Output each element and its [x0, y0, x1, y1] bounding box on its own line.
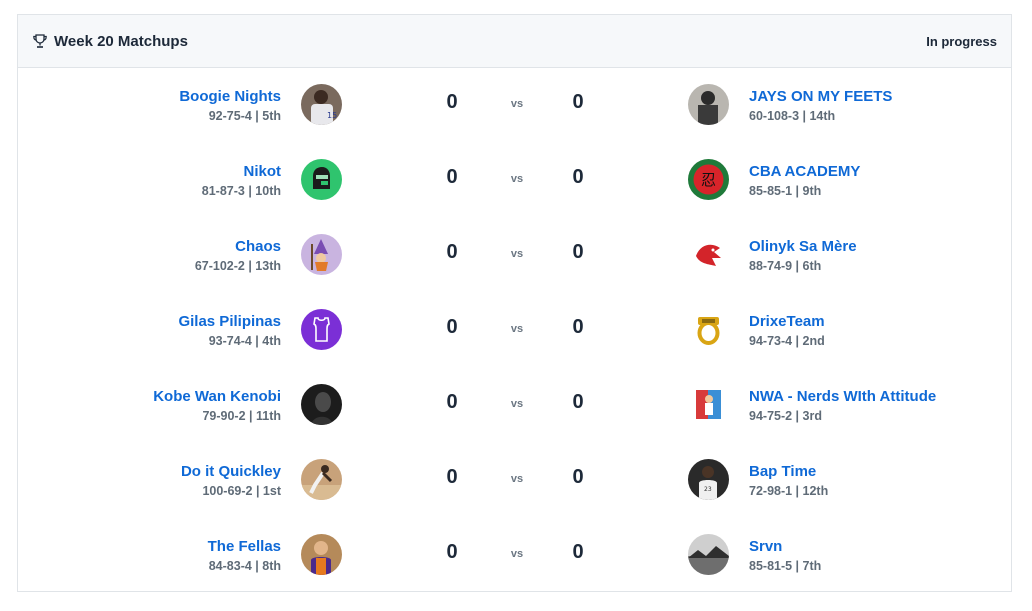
- status-text: In progress: [926, 33, 997, 49]
- home-score: 0: [446, 166, 458, 188]
- vs-label: vs: [510, 473, 524, 485]
- home-team-record: 81-87-3 | 10th: [201, 184, 281, 198]
- landscape-avatar[interactable]: [688, 534, 729, 575]
- home-team-link[interactable]: Nikot: [243, 163, 282, 180]
- away-team-record: 72-98-1 | 12th: [749, 484, 829, 498]
- red-kanji-avatar[interactable]: 忍: [688, 159, 729, 200]
- away-score: 0: [572, 241, 584, 263]
- away-team-link[interactable]: Bap Time: [749, 463, 817, 480]
- home-team-record: 93-74-4 | 4th: [208, 334, 281, 348]
- away-score: 0: [572, 91, 584, 113]
- home-team-record: 67-102-2 | 13th: [194, 259, 281, 273]
- panel-header: Week 20 Matchups In progress: [18, 15, 1011, 68]
- home-team-link[interactable]: The Fellas: [207, 538, 281, 555]
- gold-ring-avatar[interactable]: [688, 309, 729, 350]
- matchup-row[interactable]: Boogie Nights 92-75-4 | 5th 15 0 vs 0 JA…: [18, 68, 1011, 143]
- dunk-photo-avatar[interactable]: [301, 459, 342, 500]
- home-team: Nikot 81-87-3 | 10th: [202, 163, 281, 199]
- home-team-record: 92-75-4 | 5th: [208, 109, 281, 123]
- away-score: 0: [572, 166, 584, 188]
- home-score: 0: [446, 541, 458, 563]
- away-team-record: 88-74-9 | 6th: [749, 259, 822, 273]
- vs-label: vs: [510, 173, 524, 185]
- away-team-link[interactable]: JAYS ON MY FEETS: [749, 88, 893, 105]
- svg-text:15: 15: [327, 111, 337, 120]
- vs-label: vs: [510, 398, 524, 410]
- home-team-record: 79-90-2 | 11th: [202, 409, 281, 423]
- home-team: Chaos 67-102-2 | 13th: [195, 238, 281, 274]
- jersey-avatar[interactable]: [301, 309, 342, 350]
- away-team-record: 85-85-1 | 9th: [749, 184, 822, 198]
- away-team: Srvn 85-81-5 | 7th: [749, 538, 821, 574]
- away-team: JAYS ON MY FEETS 60-108-3 | 14th: [749, 88, 892, 124]
- vs-label: vs: [510, 248, 524, 260]
- player-photo-avatar[interactable]: 23: [688, 459, 729, 500]
- player-jersey-avatar[interactable]: 15: [301, 84, 342, 125]
- home-score: 0: [446, 391, 458, 413]
- away-team-link[interactable]: NWA - Nerds WIth Attitude: [749, 388, 937, 405]
- photo-avatar[interactable]: [688, 84, 729, 125]
- home-score: 0: [446, 241, 458, 263]
- knight-helmet-avatar[interactable]: [301, 159, 342, 200]
- home-team-record: 100-69-2 | 1st: [202, 484, 281, 498]
- home-team: Kobe Wan Kenobi 79-90-2 | 11th: [153, 388, 281, 424]
- svg-text:23: 23: [704, 486, 712, 493]
- vs-label: vs: [510, 548, 524, 560]
- away-team-record: 94-75-2 | 3rd: [749, 409, 822, 423]
- away-score: 0: [572, 391, 584, 413]
- home-score: 0: [446, 466, 458, 488]
- vs-label: vs: [510, 98, 524, 110]
- away-team: DrixeTeam 94-73-4 | 2nd: [749, 313, 825, 349]
- home-team-link[interactable]: Chaos: [235, 238, 281, 255]
- away-team-link[interactable]: DrixeTeam: [749, 313, 825, 330]
- away-team-record: 94-73-4 | 2nd: [749, 334, 825, 348]
- away-team: Olinyk Sa Mère 88-74-9 | 6th: [749, 238, 857, 274]
- away-team-link[interactable]: Srvn: [749, 538, 783, 555]
- dark-photo-avatar[interactable]: [301, 384, 342, 425]
- matchup-row[interactable]: The Fellas 84-83-4 | 8th 0 vs 0 Srvn 85-…: [18, 518, 1011, 593]
- away-score: 0: [572, 541, 584, 563]
- trophy-icon: [32, 33, 48, 49]
- home-team-link[interactable]: Kobe Wan Kenobi: [153, 388, 281, 405]
- red-dragon-avatar[interactable]: [688, 234, 729, 275]
- away-team: Bap Time 72-98-1 | 12th: [749, 463, 828, 499]
- away-score: 0: [572, 466, 584, 488]
- away-team-record: 85-81-5 | 7th: [749, 559, 822, 573]
- away-team-link[interactable]: Olinyk Sa Mère: [749, 238, 857, 255]
- home-team-link[interactable]: Gilas Pilipinas: [178, 313, 281, 330]
- home-team: Do it Quickley 100-69-2 | 1st: [181, 463, 281, 499]
- home-team-link[interactable]: Do it Quickley: [180, 463, 281, 480]
- vs-label: vs: [510, 323, 524, 335]
- header-title-group: Week 20 Matchups: [32, 33, 188, 50]
- away-team-record: 60-108-3 | 14th: [749, 109, 836, 123]
- matchups-panel: Week 20 Matchups In progress Boogie Nigh…: [17, 14, 1012, 592]
- matchup-row[interactable]: Nikot 81-87-3 | 10th 0 vs 0 忍 CBA ACADEM…: [18, 143, 1011, 218]
- away-team-link[interactable]: CBA ACADEMY: [749, 163, 861, 180]
- home-team: The Fellas 84-83-4 | 8th: [208, 538, 281, 574]
- home-team: Boogie Nights 92-75-4 | 5th: [179, 88, 281, 124]
- matchup-row[interactable]: Kobe Wan Kenobi 79-90-2 | 11th 0 vs 0 NW…: [18, 368, 1011, 443]
- away-score: 0: [572, 316, 584, 338]
- home-score: 0: [446, 316, 458, 338]
- suns-player-avatar[interactable]: [301, 534, 342, 575]
- away-team: CBA ACADEMY 85-85-1 | 9th: [749, 163, 860, 199]
- matchup-row[interactable]: Chaos 67-102-2 | 13th 0 vs 0 Olinyk Sa M…: [18, 218, 1011, 293]
- home-score: 0: [446, 91, 458, 113]
- matchup-row[interactable]: Do it Quickley 100-69-2 | 1st 0 vs 0 23 …: [18, 443, 1011, 518]
- away-team: NWA - Nerds WIth Attitude 94-75-2 | 3rd: [749, 388, 936, 424]
- matchup-row[interactable]: Gilas Pilipinas 93-74-4 | 4th 0 vs 0 Dri…: [18, 293, 1011, 368]
- home-team-link[interactable]: Boogie Nights: [179, 88, 281, 105]
- wizard-avatar[interactable]: [301, 234, 342, 275]
- home-team: Gilas Pilipinas 93-74-4 | 4th: [178, 313, 281, 349]
- svg-text:忍: 忍: [701, 171, 716, 189]
- comic-avatar[interactable]: [688, 384, 729, 425]
- home-team-record: 84-83-4 | 8th: [208, 559, 281, 573]
- page-title: Week 20 Matchups: [54, 32, 188, 50]
